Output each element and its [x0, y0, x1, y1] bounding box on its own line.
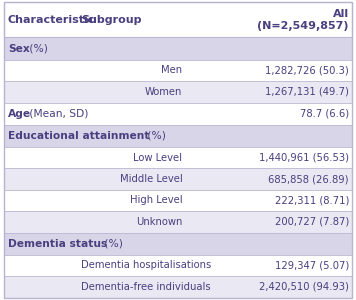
Text: Dementia-free individuals: Dementia-free individuals [81, 282, 211, 292]
Text: Men: Men [161, 65, 182, 75]
Bar [4, 190, 352, 211]
Bar [4, 2, 352, 37]
Bar [4, 38, 352, 60]
Text: Middle Level: Middle Level [120, 174, 182, 184]
Text: All
(N=2,549,857): All (N=2,549,857) [257, 8, 349, 31]
Bar [4, 255, 352, 276]
Text: 129,347 (5.07): 129,347 (5.07) [274, 260, 349, 271]
Text: Age: Age [8, 109, 31, 118]
Bar [4, 232, 352, 255]
Text: 2,420,510 (94.93): 2,420,510 (94.93) [259, 282, 349, 292]
Bar [4, 168, 352, 190]
Bar [4, 276, 352, 298]
Bar [4, 103, 352, 125]
Text: 1,440,961 (56.53): 1,440,961 (56.53) [259, 153, 349, 163]
Text: (%): (%) [26, 44, 48, 54]
Text: 78.7 (6.6): 78.7 (6.6) [300, 109, 349, 118]
Bar [4, 211, 352, 232]
Text: 685,858 (26.89): 685,858 (26.89) [268, 174, 349, 184]
Text: Dementia status: Dementia status [8, 239, 107, 249]
Bar [4, 125, 352, 147]
Text: (%): (%) [101, 239, 123, 249]
Text: Characteristic: Characteristic [8, 15, 95, 25]
Text: 222,311 (8.71): 222,311 (8.71) [274, 195, 349, 206]
Bar [4, 147, 352, 168]
Bar [4, 60, 352, 81]
Text: Women: Women [145, 87, 182, 97]
Text: 200,727 (7.87): 200,727 (7.87) [274, 217, 349, 227]
Text: 1,282,726 (50.3): 1,282,726 (50.3) [265, 65, 349, 75]
Text: (Mean, SD): (Mean, SD) [26, 109, 89, 118]
Text: 1,267,131 (49.7): 1,267,131 (49.7) [265, 87, 349, 97]
Text: (%): (%) [144, 131, 166, 141]
Bar [4, 81, 352, 103]
Text: Subgroup: Subgroup [81, 15, 141, 25]
Text: Educational attainment: Educational attainment [8, 131, 149, 141]
Text: Sex: Sex [8, 44, 30, 54]
Text: Dementia hospitalisations: Dementia hospitalisations [80, 260, 211, 271]
Text: High Level: High Level [130, 195, 182, 206]
Text: Unknown: Unknown [136, 217, 182, 227]
Text: Low Level: Low Level [133, 153, 182, 163]
